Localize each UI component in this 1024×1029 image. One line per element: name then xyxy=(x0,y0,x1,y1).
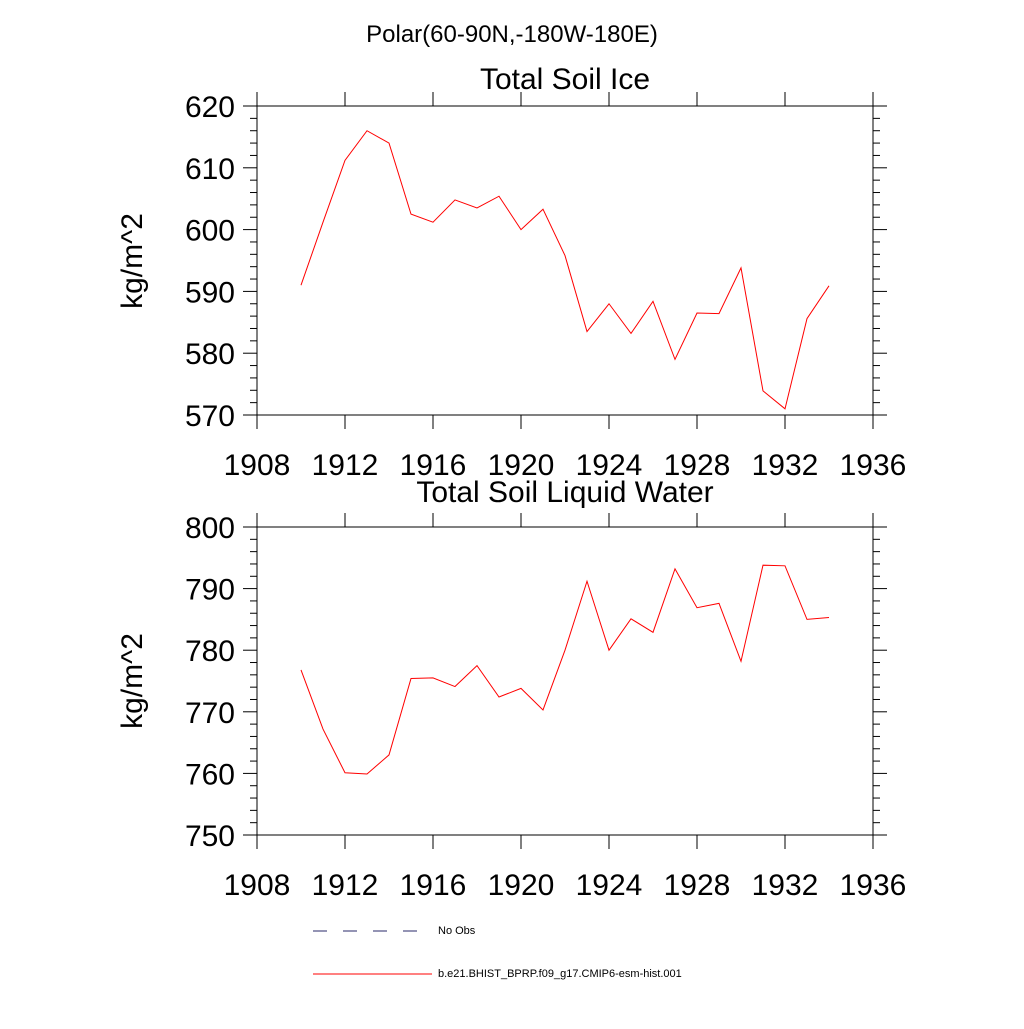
chart-panel-total-soil-liquid-water: Total Soil Liquid Water kg/m^2 1908 1912 1… xyxy=(116,476,906,902)
x-tick-label: 1912 xyxy=(312,449,379,482)
x-tick-label: 1920 xyxy=(488,449,555,482)
y-tick-label: 580 xyxy=(185,338,235,371)
y-tick-label: 570 xyxy=(185,400,235,433)
x-tick-label: 1924 xyxy=(576,869,643,902)
x-tick-label: 1928 xyxy=(664,449,731,482)
plot-frame xyxy=(256,105,874,416)
y-tick-label: 770 xyxy=(185,697,235,730)
x-tick-label: 1936 xyxy=(840,449,907,482)
y-tick-label: 620 xyxy=(185,91,235,124)
x-tick-label: 1908 xyxy=(224,449,291,482)
y-tick-label: 750 xyxy=(185,820,235,853)
x-tick-label: 1932 xyxy=(752,449,819,482)
x-tick-label: 1912 xyxy=(312,869,379,902)
series-line xyxy=(300,130,830,410)
x-tick-label: 1920 xyxy=(488,869,555,902)
y-axis-label: kg/m^2 xyxy=(116,213,149,309)
x-tick-label: 1928 xyxy=(664,869,731,902)
y-axis-label: kg/m^2 xyxy=(116,633,149,729)
x-tick-label: 1916 xyxy=(400,449,467,482)
legend: No Obs b.e21.BHIST_BPRP.f09_g17.CMIP6-es… xyxy=(313,925,682,980)
plot-frame xyxy=(256,526,874,836)
x-tick-label: 1916 xyxy=(400,869,467,902)
series-line xyxy=(300,564,830,775)
y-tick-label: 780 xyxy=(185,635,235,668)
x-tick-label: 1908 xyxy=(224,869,291,902)
y-tick-label: 760 xyxy=(185,758,235,791)
chart-panel-total-soil-ice: Total Soil Ice kg/m^2 1908 1912 1916 1920 19… xyxy=(116,63,906,482)
x-tick-label: 1936 xyxy=(840,869,907,902)
x-tick-label: 1924 xyxy=(576,449,643,482)
chart-title: Total Soil Ice xyxy=(480,63,650,96)
x-tick-label: 1932 xyxy=(752,869,819,902)
y-tick-label: 610 xyxy=(185,153,235,186)
y-tick-label: 790 xyxy=(185,574,235,607)
figure-suptitle: Polar(60-90N,-180W-180E) xyxy=(366,21,658,48)
chart-title: Total Soil Liquid Water xyxy=(416,476,713,509)
legend-label: b.e21.BHIST_BPRP.f09_g17.CMIP6-esm-hist.… xyxy=(438,968,682,980)
y-tick-label: 590 xyxy=(185,276,235,309)
legend-label: No Obs xyxy=(438,925,476,937)
y-tick-label: 800 xyxy=(185,512,235,545)
y-tick-label: 600 xyxy=(185,215,235,248)
